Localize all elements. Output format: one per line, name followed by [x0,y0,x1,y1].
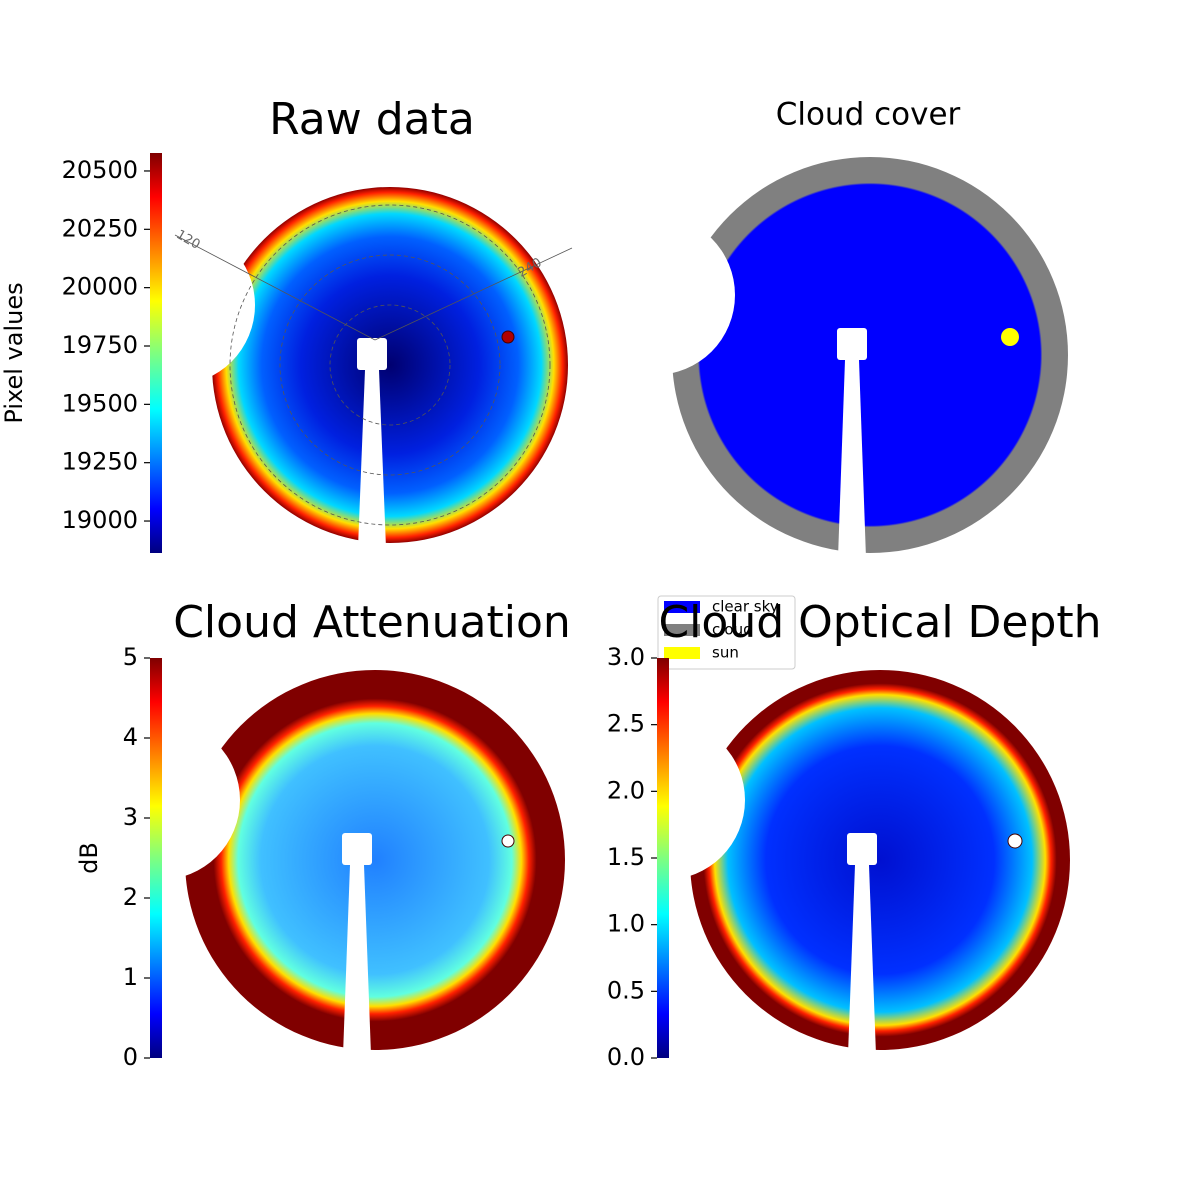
colorbar [150,153,162,553]
legend-label: clear sky [712,598,779,616]
colorbar-tick-label: 1 [123,963,138,991]
colorbar-tick-label: 2 [123,883,138,911]
colorbar-tick-label: 20500 [62,156,138,184]
sky-image [575,157,1068,558]
pole [358,370,386,548]
polar-ring [329,304,451,426]
sky-disc [212,187,568,543]
colorbar-tick-label: 20000 [62,273,138,301]
sun [501,330,515,344]
sun [1007,833,1023,849]
colorbar [657,658,669,1058]
legend-swatch [664,647,700,659]
sky-image [95,187,573,548]
legend-label: cloud [712,621,753,639]
polar-ring [279,254,501,476]
colorbar-tick-label: 0.5 [607,976,645,1004]
sky-disc [185,670,565,1050]
colorbar-tick-label: 19000 [62,506,138,534]
pole [343,865,371,1055]
sky-image [585,670,1070,1055]
colorbar-tick-label: 19250 [62,448,138,476]
pole [838,360,866,558]
sky-disc [690,670,1070,1050]
colorbar-tick-label: 2.0 [607,776,645,804]
pole-head [342,833,372,865]
mask-notch [575,215,735,375]
pole-head [837,328,867,360]
colorbar-tick-label: 0.0 [607,1043,645,1071]
polar-spoke [174,234,376,341]
colorbar-tick-label: 5 [123,643,138,671]
mask-notch [95,225,255,385]
colorbar-tick-label: 1.0 [607,910,645,938]
colorbar-tick-label: 4 [123,723,138,751]
colorbar-tick-label: 2.5 [607,710,645,738]
polar-ring [229,204,551,526]
sky-disc [672,157,1068,553]
colorbar-tick-label: 0 [123,1043,138,1071]
chart-title: Cloud cover [776,97,961,133]
colorbar-tick-label: 19500 [62,389,138,417]
colorbar-tick-label: 3 [123,803,138,831]
sun [501,834,515,848]
chart-title: Raw data [269,94,475,145]
colorbar-tick-label: 19750 [62,331,138,359]
colorbar-tick-label: 20250 [62,214,138,242]
colorbar-tick-label: 1.5 [607,843,645,871]
colorbar-tick-label: 3.0 [607,643,645,671]
legend-label: sun [712,644,739,662]
legend-swatch [664,601,700,613]
pole [848,865,876,1055]
sky-image [80,670,565,1055]
pole-head [847,833,877,865]
legend: clear sky cloud sun [657,595,796,670]
colorbar-label: Pixel values [0,282,28,423]
polar-spoke [374,247,573,341]
colorbar [150,658,162,1058]
chart-title: Cloud Optical Depth [658,597,1101,648]
pole-head [357,338,387,370]
sun [1001,328,1019,346]
colorbar-label: dB [75,842,103,874]
chart-title: Cloud Attenuation [173,597,571,648]
legend-swatch [664,624,700,636]
